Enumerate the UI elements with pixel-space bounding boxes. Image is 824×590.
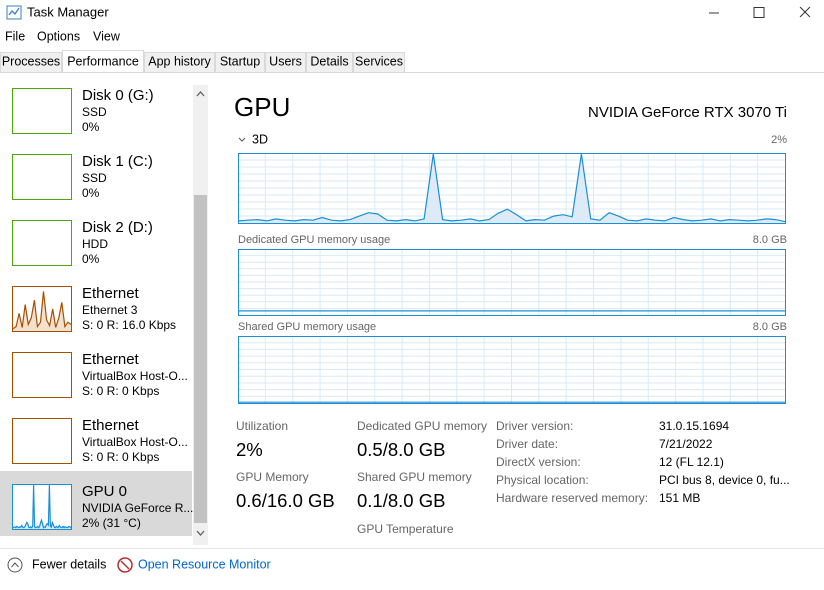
sidebar-name[interactable]: Ethernet	[82, 417, 140, 434]
menu-item[interactable]: Options	[37, 29, 80, 43]
menu-item[interactable]: File	[5, 29, 25, 43]
stat-value: 2%	[236, 439, 263, 460]
sidebar-sub: VirtualBox Host-O...	[82, 435, 188, 449]
sidebar-value: 0%	[82, 186, 100, 200]
sidebar-value: 0%	[82, 252, 100, 266]
tab-label[interactable]: Performance	[67, 54, 139, 68]
tab[interactable]	[0, 52, 62, 73]
sidebar-value: 0%	[82, 120, 100, 134]
scroll-up[interactable]	[196, 91, 205, 97]
detail-label: Hardware reserved memory:	[496, 491, 648, 505]
graph-label: Shared GPU memory usage	[238, 321, 376, 333]
sidebar-value: 2% (31 °C)	[82, 516, 141, 530]
stat-label: Shared GPU memory	[357, 470, 472, 484]
sidebar-sub: VirtualBox Host-O...	[82, 369, 188, 383]
detail-value: 12 (FL 12.1)	[659, 455, 724, 469]
thumbnail	[12, 418, 72, 464]
close-button[interactable]	[799, 6, 811, 18]
collapse-chevron[interactable]	[238, 137, 246, 142]
tab-active[interactable]	[62, 50, 144, 73]
fewer-details-icon[interactable]	[7, 557, 23, 573]
tab-label[interactable]: Users	[269, 54, 302, 68]
graph-scale-label: 8.0 GB	[753, 234, 787, 246]
sidebar-name[interactable]: GPU 0	[82, 483, 127, 500]
tab-label[interactable]: Services	[355, 54, 403, 68]
tab-label[interactable]: App history	[148, 54, 211, 68]
scrollbar-thumb[interactable]	[194, 195, 207, 523]
sidebar-name[interactable]: Disk 0 (G:)	[82, 87, 154, 104]
sidebar-name[interactable]: Ethernet	[82, 351, 140, 368]
thumbnail-line	[12, 291, 72, 330]
sidebar-name[interactable]: Disk 1 (C:)	[82, 153, 153, 170]
sidebar-sub: HDD	[82, 237, 108, 251]
tab-label[interactable]: Startup	[220, 54, 260, 68]
stat-label: GPU Memory	[236, 470, 309, 484]
resource-monitor-link[interactable]: Open Resource Monitor	[138, 557, 271, 571]
sidebar-name[interactable]: Disk 2 (D:)	[82, 219, 153, 236]
maximize-button[interactable]	[753, 7, 765, 18]
sidebar-value: S: 0 R: 16.0 Kbps	[82, 318, 176, 332]
graph-scale-label: 8.0 GB	[753, 321, 787, 333]
thumbnail	[12, 220, 72, 266]
scroll-down[interactable]	[196, 530, 205, 536]
tab[interactable]	[265, 52, 306, 73]
fewer-details[interactable]: Fewer details	[32, 557, 106, 571]
tab[interactable]	[144, 52, 215, 73]
sidebar-value: S: 0 R: 0 Kbps	[82, 450, 159, 464]
detail-value: 7/21/2022	[659, 437, 713, 451]
detail-label: Driver date:	[496, 437, 558, 451]
thumbnail	[12, 352, 72, 398]
sidebar-sub: SSD	[82, 171, 107, 185]
graph-label: 3D	[252, 132, 268, 146]
app-icon-line	[8, 7, 20, 16]
sidebar-value: S: 0 R: 0 Kbps	[82, 384, 159, 398]
window-title: Task Manager	[27, 4, 109, 19]
detail-label: Driver version:	[496, 419, 573, 433]
sidebar-name[interactable]: Ethernet	[82, 285, 140, 302]
tab-label[interactable]: Processes	[2, 54, 60, 68]
panel-title: GPU	[234, 92, 290, 122]
graph-label: Dedicated GPU memory usage	[238, 234, 390, 246]
sidebar-sub: Ethernet 3	[82, 303, 138, 317]
detail-label: Physical location:	[496, 473, 589, 487]
thumbnail-line	[12, 484, 72, 529]
stat-value: 0.1/8.0 GB	[357, 490, 445, 511]
stat-value: 0.5/8.0 GB	[357, 439, 445, 460]
thumbnail	[12, 88, 72, 134]
tab[interactable]	[353, 52, 405, 73]
detail-value: PCI bus 8, device 0, fu...	[659, 473, 790, 487]
tab[interactable]	[306, 52, 353, 73]
stat-label: GPU Temperature	[357, 522, 454, 536]
detail-value: 151 MB	[659, 491, 700, 505]
thumbnail	[12, 154, 72, 200]
graph-line	[238, 153, 786, 223]
stat-label: Dedicated GPU memory	[357, 419, 487, 433]
menu-item[interactable]: View	[93, 29, 121, 43]
detail-value: 31.0.15.1694	[659, 419, 729, 433]
sidebar-sub: SSD	[82, 105, 107, 119]
detail-label: DirectX version:	[496, 455, 581, 469]
sidebar-sub: NVIDIA GeForce R...	[82, 501, 193, 515]
resource-monitor-icon[interactable]	[117, 557, 133, 573]
graph-scale-label: 2%	[771, 134, 787, 146]
stat-value: 0.6/16.0 GB	[236, 490, 335, 511]
tab-label[interactable]: Details	[310, 54, 348, 68]
tab[interactable]	[215, 52, 265, 73]
device-name: NVIDIA GeForce RTX 3070 Ti	[588, 104, 787, 121]
stat-label: Utilization	[236, 419, 288, 433]
